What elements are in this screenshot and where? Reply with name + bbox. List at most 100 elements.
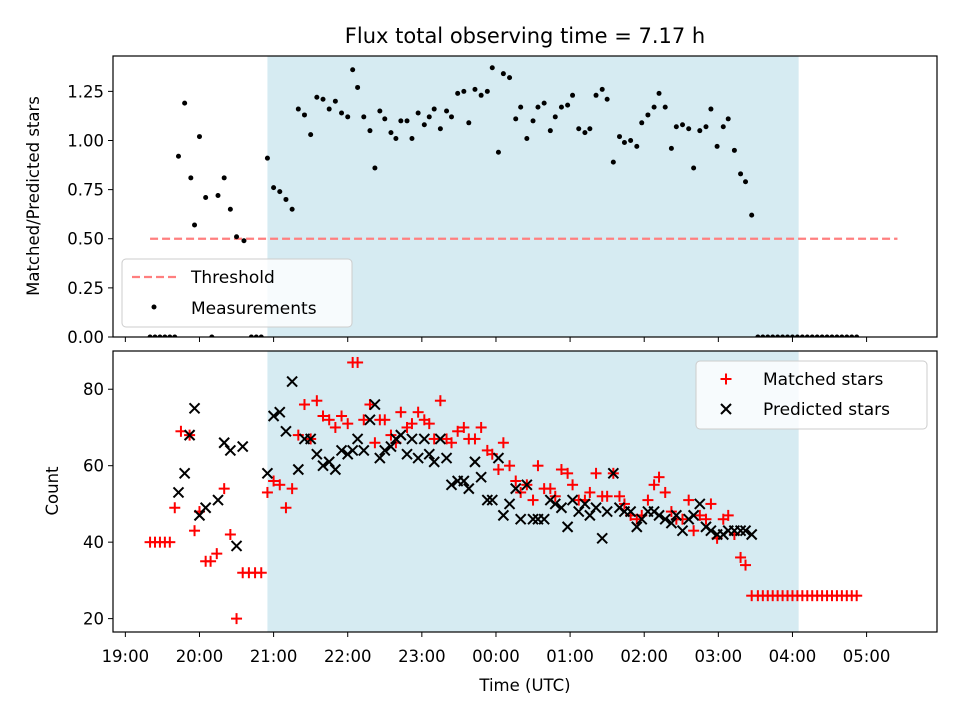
measurement-point	[367, 128, 373, 134]
matched-star-point	[851, 590, 863, 602]
matched-star-point	[475, 421, 487, 433]
matched-star-point	[274, 479, 286, 491]
legend-predicted-swatch	[720, 403, 732, 415]
bottom-y-tick-label: 40	[83, 533, 104, 552]
predicted-star-point	[670, 509, 683, 522]
predicted-star-point	[475, 471, 487, 483]
measurement-point	[547, 128, 553, 134]
measurement-point	[645, 112, 651, 118]
measurement-point	[809, 334, 815, 337]
measurement-point	[610, 159, 616, 165]
predicted-star-point	[304, 433, 317, 445]
predicted-star-point	[579, 498, 591, 510]
measurement-point	[295, 106, 301, 112]
measurement-point	[188, 175, 194, 181]
measurement-point	[565, 102, 571, 108]
measurement-point	[513, 116, 519, 122]
measurement-point	[361, 114, 367, 120]
measurement-point	[673, 124, 679, 130]
matched-star-point	[642, 494, 654, 506]
matched-star-point	[298, 399, 310, 411]
matched-star-point	[452, 425, 464, 437]
predicted-star-point	[445, 479, 458, 491]
measurement-point	[388, 130, 394, 136]
predicted-star-point	[538, 513, 550, 525]
predicted-star-point	[401, 448, 413, 460]
matched-star-point	[323, 414, 335, 426]
x-tick-label: 00:00	[472, 647, 520, 666]
matched-star-point	[740, 559, 752, 571]
predicted-star-point	[346, 444, 359, 457]
measurement-point	[489, 65, 495, 71]
measurement-point	[755, 334, 761, 337]
measurement-point	[209, 334, 215, 337]
matched-star-point	[342, 418, 354, 430]
measurement-point	[147, 334, 153, 337]
matched-star-point	[544, 483, 556, 495]
predicted-star-point	[183, 429, 196, 441]
predicted-star-point	[406, 433, 418, 445]
measurement-point	[271, 185, 277, 191]
measurement-point	[780, 334, 786, 337]
measurement-point	[617, 134, 623, 140]
measurement-point	[668, 145, 674, 151]
measurement-point	[234, 234, 240, 240]
measurement-point	[495, 149, 501, 155]
predicted-star-point	[521, 479, 533, 491]
measurement-point	[725, 116, 731, 122]
measurement-point	[461, 88, 467, 94]
measurement-point	[172, 334, 178, 337]
bottom-legend: Matched stars Predicted stars	[695, 360, 928, 430]
predicted-star-point	[745, 528, 758, 541]
measurement-point	[289, 206, 295, 212]
measurement-point	[708, 106, 714, 112]
matched-star-point	[683, 494, 695, 506]
matched-star-point	[169, 502, 181, 514]
predicted-star-point	[596, 532, 608, 545]
measurement-point	[437, 126, 443, 132]
measurement-point	[431, 106, 437, 112]
measurement-point	[409, 136, 415, 142]
measurement-point	[599, 86, 605, 92]
matched-star-point	[504, 460, 516, 472]
legend-matched-marker	[720, 373, 732, 385]
top-y-tick-label: 1.00	[67, 131, 104, 150]
bottom-y-tick-label: 80	[83, 380, 104, 399]
bottom-y-tick-label: 20	[83, 610, 104, 629]
matched-star-point	[532, 460, 544, 472]
measurement-point	[621, 139, 627, 145]
matched-star-point	[659, 486, 671, 498]
legend-measurements-swatch	[151, 304, 157, 310]
measurement-point	[662, 104, 668, 110]
measurement-point	[500, 71, 506, 77]
measurement-point	[628, 137, 634, 143]
measurement-point	[535, 104, 541, 110]
measurement-point	[691, 165, 697, 171]
top-ylabel: Matched/Predicted stars	[24, 96, 43, 296]
matched-star-point	[584, 486, 596, 498]
measurement-point	[484, 88, 490, 94]
matched-star-point	[379, 414, 391, 426]
measurement-point	[593, 92, 599, 98]
matched-star-point	[280, 502, 292, 514]
predicted-star-point	[267, 410, 280, 422]
legend-matched-label: Matched stars	[763, 370, 883, 390]
predicted-star-point	[311, 448, 323, 460]
predicted-star-point	[555, 502, 568, 514]
predicted-star-point	[469, 456, 481, 468]
measurement-point	[634, 143, 640, 149]
matched-star-point	[317, 410, 329, 422]
matched-star-point	[231, 613, 243, 625]
measurement-point	[530, 118, 536, 124]
measurement-point	[196, 134, 202, 140]
top-y-tick-label: 0.50	[67, 230, 104, 249]
measurement-point	[552, 114, 558, 120]
x-tick-label: 01:00	[546, 647, 594, 666]
matched-star-point	[590, 467, 602, 479]
predicted-star-point	[601, 505, 613, 518]
predicted-star-point	[659, 513, 671, 525]
measurement-point	[854, 334, 860, 337]
predicted-star-point	[317, 459, 329, 472]
predicted-star-point	[351, 433, 364, 445]
measurement-point	[472, 86, 478, 92]
